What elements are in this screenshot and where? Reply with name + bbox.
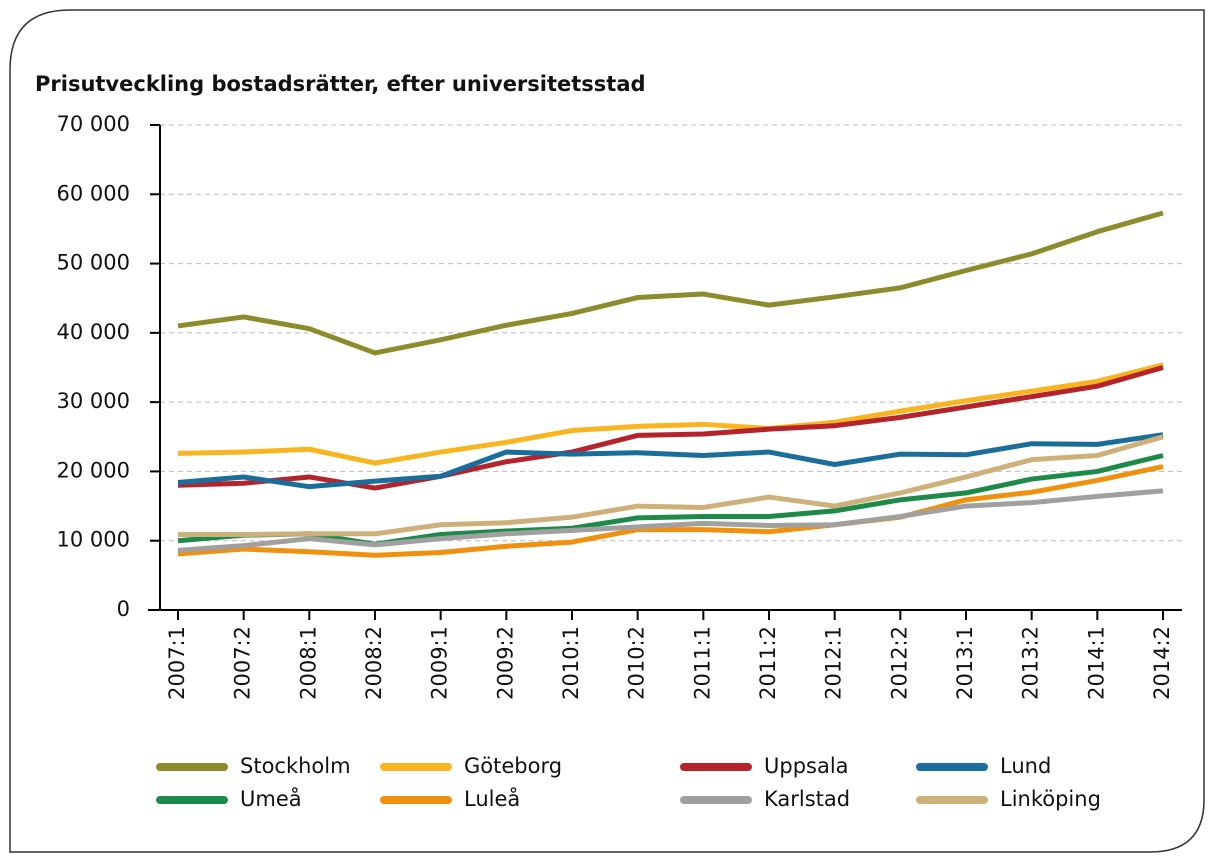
legend-label: Umeå: [240, 786, 302, 811]
y-tick-label: 30 000: [57, 389, 130, 413]
x-tick-label: 2012:1: [822, 626, 846, 700]
legend-label: Uppsala: [764, 754, 849, 778]
legend-label: Karlstad: [764, 787, 850, 811]
legend-label: Linköping: [1000, 787, 1101, 811]
x-tick-label: 2010:1: [559, 626, 583, 700]
y-tick-label: 0: [117, 597, 130, 621]
x-tick-label: 2014:1: [1084, 626, 1108, 700]
y-tick-label: 20 000: [57, 458, 130, 482]
legend-label: Göteborg: [464, 754, 562, 778]
x-tick-label: 2013:1: [953, 626, 977, 700]
x-tick-label: 2011:2: [756, 626, 780, 700]
series-line: [178, 434, 1164, 537]
series-line: [177, 432, 1164, 490]
series-line: [177, 362, 1164, 466]
chart-title: Prisutveckling bostadsrätter, efter univ…: [35, 72, 646, 96]
y-tick-label: 70 000: [57, 112, 130, 136]
x-tick-label: 2014:2: [1150, 626, 1174, 700]
y-tick-label: 50 000: [57, 251, 130, 275]
x-tick-label: 2009:1: [428, 626, 452, 700]
x-tick-label: 2009:2: [493, 626, 517, 700]
x-tick-label: 2013:2: [1019, 626, 1043, 700]
series-line: [177, 464, 1164, 558]
legend-label: Lund: [1000, 754, 1051, 778]
y-tick-label: 60 000: [57, 181, 130, 205]
legend-label: Stockholm: [240, 754, 351, 778]
x-tick-label: 2012:2: [887, 626, 911, 700]
x-tick-label: 2007:2: [231, 626, 255, 700]
x-tick-label: 2007:1: [165, 626, 189, 700]
series-line: [177, 210, 1164, 356]
legend-label: Luleå: [464, 786, 520, 811]
series-line: [177, 488, 1164, 553]
x-tick-label: 2011:1: [690, 626, 714, 700]
x-tick-label: 2008:1: [296, 626, 320, 700]
x-tick-label: 2010:2: [625, 626, 649, 700]
series-line: [177, 453, 1164, 547]
y-tick-label: 40 000: [57, 320, 130, 344]
frame: [9, 9, 1205, 853]
y-tick-label: 10 000: [57, 528, 130, 552]
x-tick-label: 2008:2: [362, 626, 386, 700]
